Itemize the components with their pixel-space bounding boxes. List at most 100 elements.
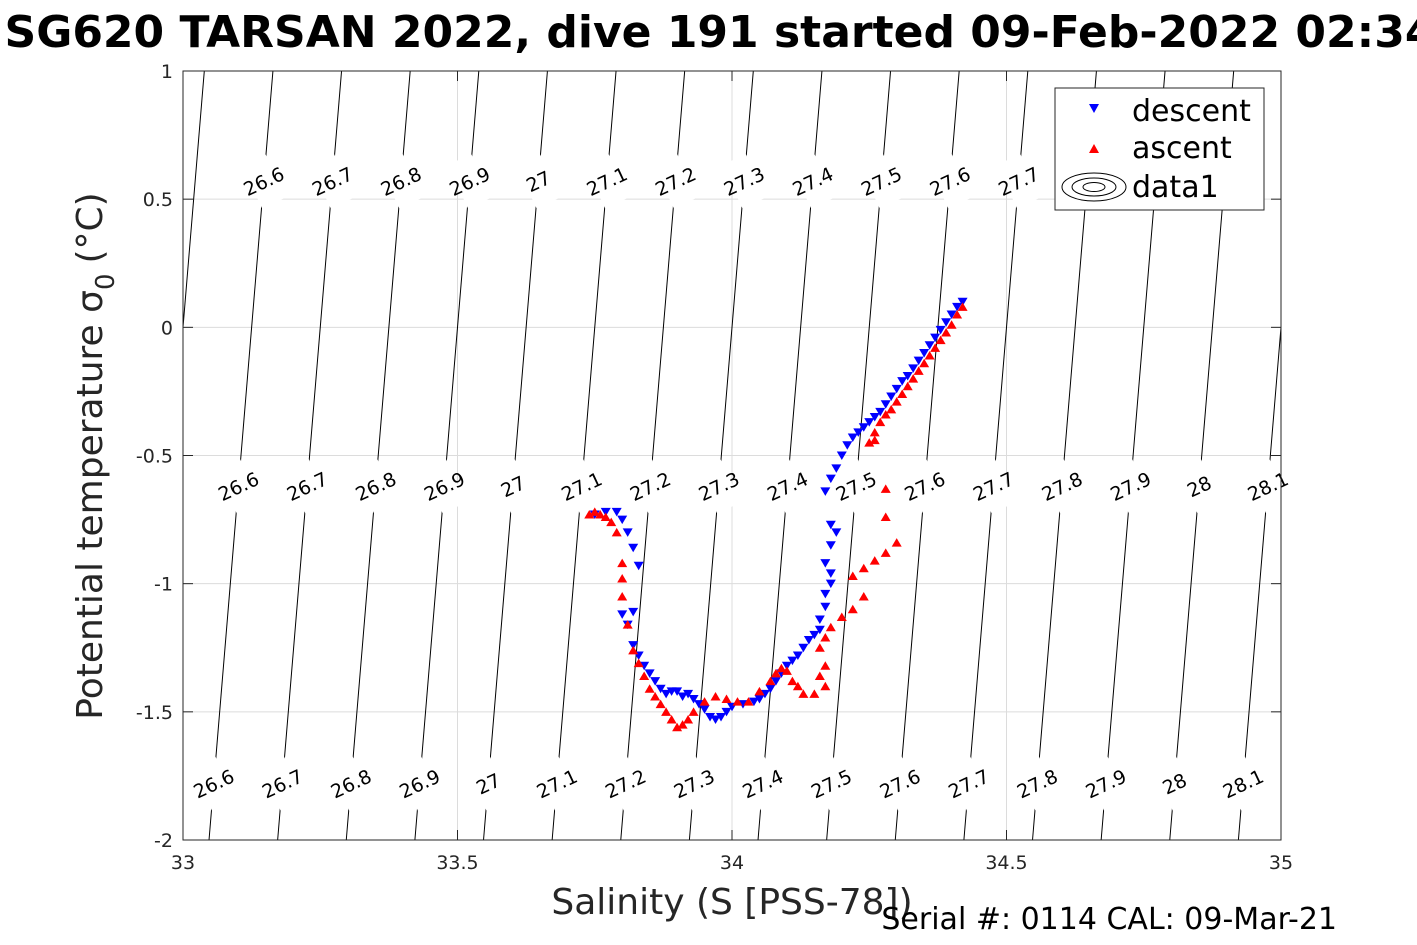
isopycnal-label-bg [696,459,741,514]
isopycnal-label-bg [1245,459,1290,514]
descent-point [908,364,919,373]
isopycnal-label-bg [310,153,355,209]
descent-point [688,695,699,704]
ascent-point [858,591,869,601]
ascent-point [600,512,611,522]
descent-point [820,602,831,612]
legend-data1-contour-icon [1061,172,1127,202]
descent-point [803,636,814,645]
isopycnal-label-bg [379,153,423,209]
ascent-point [919,358,930,368]
ascent-point [644,684,655,693]
descent-point [946,310,957,320]
descent-point [655,684,666,694]
ascent-point [864,438,875,447]
descent-point [902,372,913,381]
legend-data1-label: data1 [1132,170,1219,205]
isopycnal-label-bg [584,153,629,209]
descent-point [798,643,809,653]
descent-point [825,520,836,530]
isopycnal-label-bg [790,153,835,209]
ascent-point [880,512,891,522]
isopycnal-label-bg [653,153,698,209]
isopycnal-label-bg [534,756,579,811]
ascent-point [886,404,897,414]
isopycnal-labels: 26.626.626.626.726.726.726.826.826.826.9… [190,153,1292,811]
grid [183,71,1281,840]
descent-point [661,689,672,699]
ascent-point [633,658,644,668]
isopycnal-label-bg [834,459,878,514]
x-tick-label: 33.5 [436,852,478,874]
ascent-point [891,397,902,406]
descent-point [897,377,908,386]
ascent-point [798,689,809,698]
descent-point [748,697,759,707]
descent-point [781,661,792,671]
ascent-point [776,663,787,673]
ascent-point [683,715,694,724]
data-points [584,297,968,732]
legend-box [1054,87,1265,211]
descent-point [611,507,622,517]
descent-point [710,715,721,725]
ascent-point [935,335,946,345]
ascent-point [924,351,935,360]
descent-point [825,474,836,484]
isopycnal-label-bg [285,459,329,514]
ascent-point [787,676,798,686]
isopycnal-line [182,70,205,328]
isopycnal-label-bg [260,756,305,811]
isopycnal-label-bg [466,756,511,811]
isopycnal-label-bg [1221,756,1266,811]
isopycnal-label-bg [397,756,442,811]
descent-point [754,695,765,704]
legend: descent ascent data1 [1054,87,1265,211]
ascent-point [820,681,831,691]
descent-point [952,302,963,312]
y-tick-label: -2 [154,830,173,852]
isopycnal-label-bg [603,756,648,811]
legend-descent-label: descent [1132,94,1251,129]
descent-point [633,561,644,571]
ascent-point [908,374,919,383]
descent-point [825,579,836,589]
ascent-point [930,343,941,352]
ascent-point [688,707,699,716]
descent-point [836,451,847,460]
descent-point [869,413,880,422]
ascent-point [617,558,628,568]
descent-point [600,507,611,517]
ascent-point [869,435,880,445]
ascent-point [650,691,661,701]
descent-point [820,487,831,496]
legend-ascent-marker [1089,144,1099,153]
descent-point [628,641,639,650]
ascent-point [584,509,595,519]
descent-point [644,669,655,678]
descent-point [913,356,924,366]
descent-point [617,515,628,525]
ascent-point [820,661,831,670]
isopycnal-label-bg [329,756,373,811]
descent-point [787,656,798,666]
y-axis-label-main: Potential temperature σ [70,290,111,720]
isopycnal-label-bg [559,459,604,514]
descent-point [941,318,952,327]
descent-point [935,325,946,335]
ascent-point [781,666,792,675]
ascent-point [952,310,963,319]
descent-point [792,651,803,660]
isopycnal-label-bg [191,756,236,811]
x-tick-label: 34.5 [985,852,1027,874]
descent-point [617,610,628,619]
ascent-point [622,620,633,629]
ascent-point [941,327,952,337]
descent-point [820,589,831,599]
isopycnal-label-bg [971,459,1016,514]
descent-point [825,541,836,550]
y-tick-label: -0.5 [136,446,173,468]
y-tick-label: -1.5 [136,702,173,724]
isopycnal-label-bg [928,153,972,209]
